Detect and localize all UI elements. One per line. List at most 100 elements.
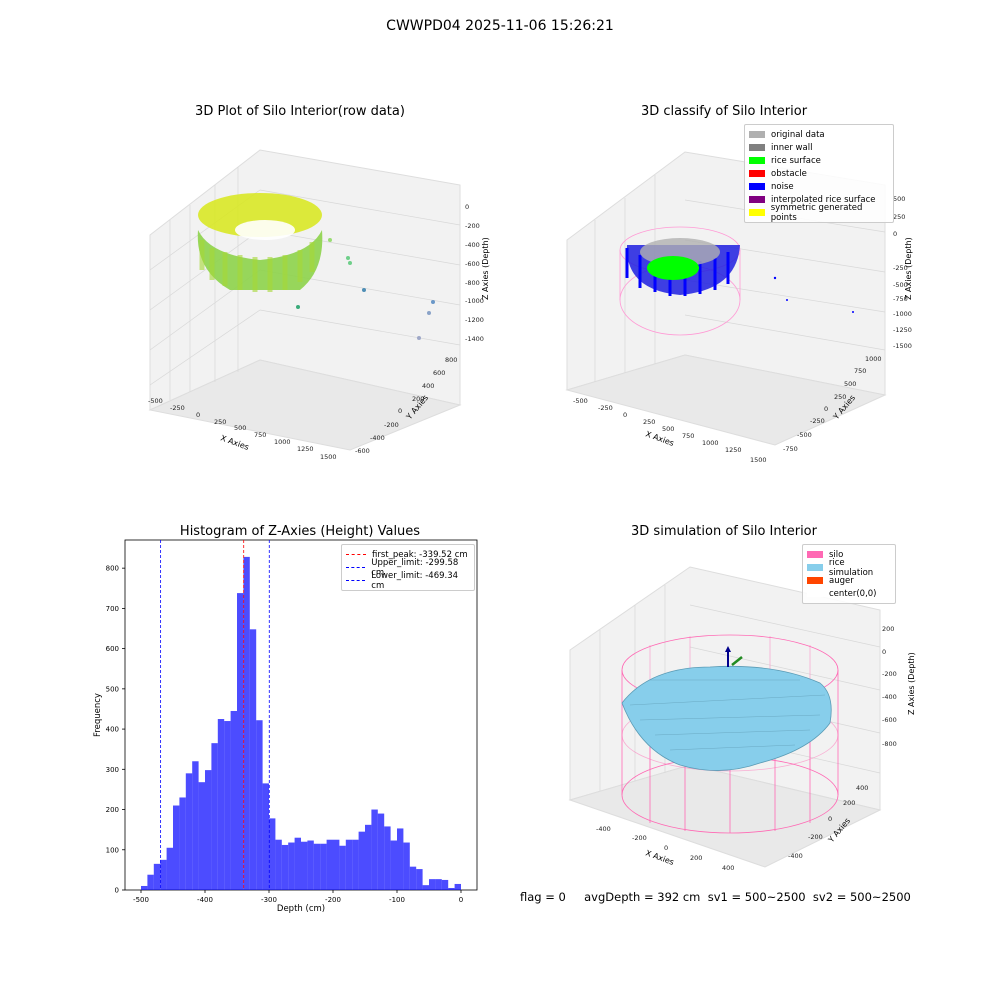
legend-swatch bbox=[749, 209, 765, 216]
raw-ztick: -800 bbox=[465, 279, 480, 287]
histogram-bar bbox=[409, 866, 417, 890]
histogram-bar bbox=[173, 805, 180, 890]
classify-ytick: -250 bbox=[810, 417, 825, 425]
legend-label: interpolated rice surface bbox=[771, 194, 876, 205]
histogram-xlabel: Depth (cm) bbox=[277, 904, 325, 914]
legend-line bbox=[346, 554, 366, 555]
histogram-bar bbox=[333, 839, 340, 890]
simulation-xtick: -400 bbox=[596, 825, 611, 833]
histogram-chart: -500 -400 -300 -200 -100 0 0 100 200 300 400 500 60… bbox=[93, 539, 478, 914]
legend-swatch bbox=[749, 196, 765, 203]
classify-xtick: 250 bbox=[643, 418, 655, 426]
histogram-bar bbox=[358, 831, 365, 890]
raw-zlabel: Z Axies (Depth) bbox=[481, 237, 490, 300]
raw-ytick: 600 bbox=[433, 369, 445, 377]
classify-ytick: 500 bbox=[844, 380, 856, 388]
pane-floor bbox=[565, 354, 887, 446]
legend-line bbox=[346, 567, 366, 568]
classify-zlabel: Z Axies (Depth) bbox=[904, 237, 913, 300]
legend-swatch bbox=[807, 577, 823, 584]
raw-xtick: 750 bbox=[254, 431, 266, 439]
histogram-bar bbox=[397, 828, 404, 890]
simulation-ytick: 0 bbox=[828, 815, 832, 823]
histogram-bar bbox=[153, 863, 161, 890]
center-arrow-icon bbox=[725, 646, 731, 652]
histogram-bar bbox=[448, 887, 455, 890]
histogram-bar bbox=[416, 869, 423, 890]
histogram-xtick-label: -100 bbox=[389, 896, 405, 904]
legend-swatch bbox=[749, 183, 765, 190]
simulation-xlabel: X Axies bbox=[644, 848, 675, 867]
classify-ztick: 0 bbox=[893, 230, 897, 238]
classify-ztick: 250 bbox=[893, 213, 905, 221]
classify-legend: original data inner wall rice surface ob… bbox=[744, 124, 894, 223]
legend-swatch bbox=[807, 590, 823, 597]
legend-item: first_peak: -339.52 cm bbox=[346, 548, 470, 561]
legend-swatch bbox=[749, 144, 765, 151]
legend-label: symmetric generated points bbox=[770, 202, 863, 223]
histogram-ytick-label: 700 bbox=[106, 605, 119, 613]
legend-item: noise bbox=[749, 180, 889, 193]
legend-item: original data bbox=[749, 128, 889, 141]
histogram-bar bbox=[217, 719, 225, 890]
histogram-bar bbox=[256, 720, 263, 890]
histogram-ytick-label: 600 bbox=[106, 645, 119, 653]
simulation-ytick: 400 bbox=[856, 784, 868, 792]
histogram-yticks: 0 100 200 300 400 500 600 700 800 bbox=[106, 565, 125, 895]
simulation-legend: silo rice simulation auger center(0,0) bbox=[802, 544, 896, 604]
figure-title: CWWPD04 2025-11-06 15:26:21 bbox=[386, 18, 614, 34]
raw-xtick: -500 bbox=[148, 397, 163, 405]
legend-item: Lower_limit: -469.34 cm bbox=[346, 571, 470, 591]
histogram-bar bbox=[192, 761, 199, 890]
classify-xtick: 500 bbox=[662, 425, 674, 433]
classify-xtick: 1250 bbox=[725, 446, 742, 454]
legend-swatch bbox=[749, 131, 765, 138]
classify-xtick: -250 bbox=[598, 404, 613, 412]
classify-ytick: 1000 bbox=[865, 355, 882, 363]
simulation-xtick: 0 bbox=[664, 844, 668, 852]
classify-point-cloud bbox=[619, 226, 854, 336]
legend-swatch bbox=[749, 170, 765, 177]
raw-ytick: 800 bbox=[445, 356, 457, 364]
raw-ytick: -400 bbox=[370, 434, 385, 442]
auger-marker bbox=[731, 656, 743, 666]
raw-ytick: 200 bbox=[412, 395, 424, 403]
histogram-xtick-label: -500 bbox=[133, 896, 149, 904]
simulation-ztick: -800 bbox=[882, 740, 897, 748]
histogram-xtick-label: -300 bbox=[261, 896, 277, 904]
histogram-bar bbox=[185, 773, 193, 890]
classify-xtick: 1500 bbox=[750, 456, 767, 464]
histogram-bar bbox=[275, 839, 282, 890]
classify-ytick: -500 bbox=[797, 431, 812, 439]
simulation-plot-title: 3D simulation of Silo Interior bbox=[631, 524, 817, 539]
legend-swatch bbox=[749, 157, 765, 164]
simulation-xtick: -200 bbox=[632, 834, 647, 842]
histogram-bar bbox=[422, 885, 429, 890]
histogram-bar bbox=[281, 844, 289, 890]
classify-ztick: -250 bbox=[893, 264, 908, 272]
histogram-bar bbox=[269, 818, 276, 890]
raw-plot-title: 3D Plot of Silo Interior(row data) bbox=[195, 104, 405, 119]
simulation-ztick: -600 bbox=[882, 716, 897, 724]
histogram-bar bbox=[377, 813, 385, 890]
classify-ztick: -1250 bbox=[893, 326, 912, 334]
classify-ztick: -1500 bbox=[893, 342, 912, 350]
simulation-ytick: 200 bbox=[843, 799, 855, 807]
legend-line bbox=[346, 580, 366, 581]
histogram-bar bbox=[339, 845, 346, 890]
simulation-ztick: 200 bbox=[882, 625, 894, 633]
histogram-bar bbox=[230, 710, 237, 890]
raw-point-cloud bbox=[197, 193, 435, 340]
raw-xtick: 500 bbox=[234, 424, 246, 432]
histogram-bar bbox=[147, 874, 154, 890]
histogram-ylabel: Frequency bbox=[93, 693, 103, 737]
rice-surface-mesh bbox=[629, 679, 826, 751]
legend-item: obstacle bbox=[749, 167, 889, 180]
histogram-ytick-label: 200 bbox=[106, 806, 119, 814]
raw-xtick: 250 bbox=[214, 418, 226, 426]
raw-ztick: -1000 bbox=[465, 297, 484, 305]
legend-item: rice surface bbox=[749, 154, 889, 167]
histogram-bar bbox=[141, 885, 148, 890]
histogram-title: Histogram of Z-Axies (Height) Values bbox=[179, 524, 421, 539]
histogram-bar bbox=[454, 883, 461, 890]
